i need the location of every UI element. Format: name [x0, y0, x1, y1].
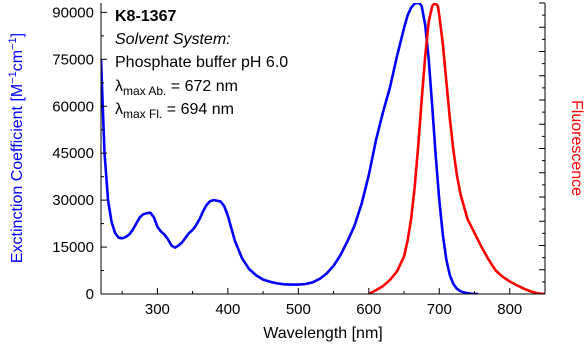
- y-axis-left-title: Exctinction Coefficient [M−1cm−1]: [7, 33, 26, 263]
- y-tick-label: 30000: [52, 192, 94, 209]
- y-tick-label: 75000: [52, 51, 94, 68]
- annotation-block: K8-1367 Solvent System: Phosphate buffer…: [115, 8, 288, 121]
- x-tick-label: 600: [356, 301, 381, 318]
- lambda-abs-value: = 672 nm: [166, 78, 238, 95]
- solvent-heading: Solvent System:: [115, 31, 231, 48]
- lambda-fl-subscript: max Fl.: [123, 107, 162, 121]
- lambda-fl-label: λmax Fl. = 694 nm: [115, 101, 234, 121]
- y-left-title-end: ]: [9, 33, 26, 37]
- y-tick-label: 0: [86, 286, 94, 303]
- lambda-fl-value: = 694 nm: [162, 101, 234, 118]
- lambda-abs-label: λmax Ab. = 672 nm: [115, 78, 238, 98]
- y-tick-label: 15000: [52, 239, 94, 256]
- lambda-fl-symbol: λ: [115, 101, 123, 118]
- compound-label: K8-1367: [115, 8, 176, 25]
- x-tick-label: 300: [145, 301, 170, 318]
- solvent-label: Phosphate buffer pH 6.0: [115, 54, 288, 71]
- y-axis-right-title: Fluorescence: [568, 100, 584, 196]
- y-left-title-sup2: −1: [7, 37, 19, 50]
- lambda-abs-symbol: λ: [115, 78, 123, 95]
- y-tick-label: 60000: [52, 98, 94, 115]
- y-left-title-main: Exctinction Coefficient [M: [9, 84, 26, 263]
- y-left-title-mid: cm: [9, 50, 26, 71]
- x-tick-label: 500: [286, 301, 311, 318]
- x-axis-title: Wavelength [nm]: [263, 325, 382, 342]
- absorption-series-line: [101, 3, 479, 294]
- fluorescence-series-line: [368, 3, 545, 294]
- lambda-abs-subscript: max Ab.: [123, 84, 166, 98]
- x-tick-label: 700: [427, 301, 452, 318]
- x-tick-label: 800: [497, 301, 522, 318]
- y-left-title-sup1: −1: [7, 71, 19, 84]
- y-tick-label: 90000: [52, 4, 94, 21]
- x-tick-label: 400: [215, 301, 240, 318]
- y-tick-label: 45000: [52, 145, 94, 162]
